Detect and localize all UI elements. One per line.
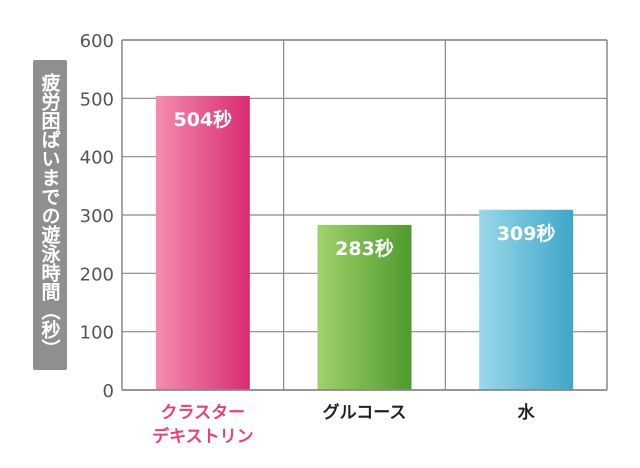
plot-frame — [121, 39, 608, 391]
y-tick-labels: 0 100 200 300 400 500 600 — [80, 31, 114, 402]
category-label-2-line-0: 水 — [518, 402, 536, 423]
bar-0 — [155, 96, 250, 390]
y-axis-label: 疲労困ぱいまでの遊泳時間（秒） — [38, 72, 61, 358]
bar-2 — [479, 209, 574, 390]
y-tick-label-1: 100 — [80, 323, 114, 344]
bar-1 — [317, 224, 412, 390]
value-label-2: 309秒 — [497, 222, 556, 245]
y-tick-label-2: 200 — [80, 264, 114, 285]
value-label-1: 283秒 — [335, 237, 394, 260]
value-label-0: 504秒 — [173, 108, 232, 131]
bars — [155, 96, 574, 390]
category-label-0-line-1: デキストリン — [152, 426, 254, 447]
y-tick-label-6: 600 — [80, 31, 114, 52]
y-tick-label-5: 500 — [80, 89, 114, 110]
y-tick-label-3: 300 — [80, 206, 114, 227]
y-tick-label-4: 400 — [80, 148, 114, 169]
y-axis-label-box: 疲労困ぱいまでの遊泳時間（秒） — [33, 60, 67, 370]
category-label-0-line-0: クラスター — [160, 403, 245, 423]
value-labels: 504秒 283秒 309秒 — [173, 108, 555, 260]
category-label-1-line-0: グルコース — [323, 402, 407, 423]
y-tick-label-0: 0 — [103, 381, 114, 402]
